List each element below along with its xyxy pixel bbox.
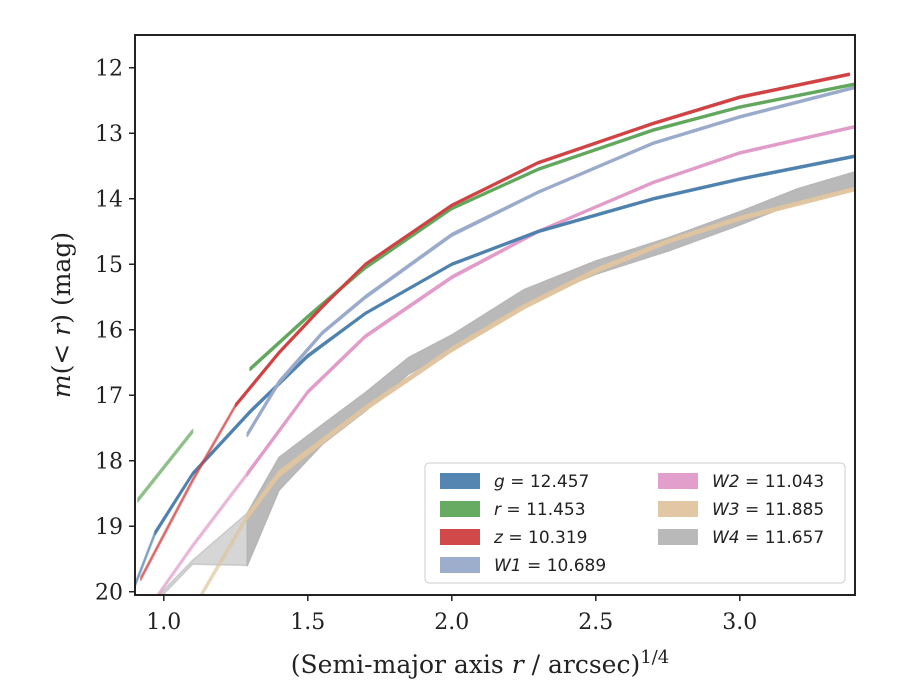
x-tick-label-4: 3.0 xyxy=(722,610,757,635)
y-tick-label-0: 12 xyxy=(95,57,123,82)
y-tick-label-2: 14 xyxy=(95,188,123,213)
legend-label-g: g = 12.457 xyxy=(494,472,589,492)
y-tick-label-3: 15 xyxy=(95,253,123,278)
legend-label-W2: W2 = 11.043 xyxy=(712,472,824,492)
legend-swatch-z xyxy=(440,529,480,545)
y-axis: 12 13 14 15 16 17 18 19 20 xyxy=(95,57,135,606)
x-tick-label-3: 2.5 xyxy=(578,610,613,635)
y-axis-title: m(< r) (mag) xyxy=(47,232,76,398)
y-tick-label-5: 17 xyxy=(95,384,123,409)
legend-label-z: z = 10.319 xyxy=(493,528,587,548)
series-band-W3 xyxy=(246,186,855,520)
x-tick-label-1: 1.5 xyxy=(290,610,325,635)
legend-label-r: r = 11.453 xyxy=(494,500,586,520)
series-band-faded-r xyxy=(137,428,194,503)
series-band-z xyxy=(235,72,851,408)
y-tick-label-1: 13 xyxy=(95,122,123,147)
x-axis: 1.0 1.5 2.0 2.5 3.0 xyxy=(146,595,757,635)
x-axis-title: (Semi-major axis r / arcsec)1/4 xyxy=(291,647,669,679)
series-band-g xyxy=(154,154,855,536)
series-layer xyxy=(135,72,855,595)
x-tick-label-2: 2.0 xyxy=(434,610,469,635)
legend-box xyxy=(424,462,846,584)
y-tick-label-8: 20 xyxy=(95,581,123,606)
plot-frame xyxy=(134,34,856,596)
y-tick-label-4: 16 xyxy=(95,319,123,344)
legend-swatch-W3 xyxy=(658,501,698,517)
series-band-W1 xyxy=(246,85,855,438)
legend-label-W4: W4 = 11.657 xyxy=(712,528,824,548)
legend-swatch-r xyxy=(440,501,480,517)
legend-swatch-W2 xyxy=(658,473,698,489)
legend-swatch-W1 xyxy=(440,557,480,573)
legend-label-W3: W3 = 11.885 xyxy=(712,500,824,520)
legend: g = 12.457 r = 11.453 z = 10.319 W1 = 10.68… xyxy=(424,462,846,584)
legend-label-W1: W1 = 10.689 xyxy=(494,556,606,576)
y-tick-label-6: 18 xyxy=(95,450,123,475)
legend-swatch-W4 xyxy=(658,529,698,545)
x-tick-label-0: 1.0 xyxy=(146,610,181,635)
y-tick-label-7: 19 xyxy=(95,515,123,540)
series-band-W2 xyxy=(246,124,855,477)
legend-swatch-g xyxy=(440,473,480,489)
